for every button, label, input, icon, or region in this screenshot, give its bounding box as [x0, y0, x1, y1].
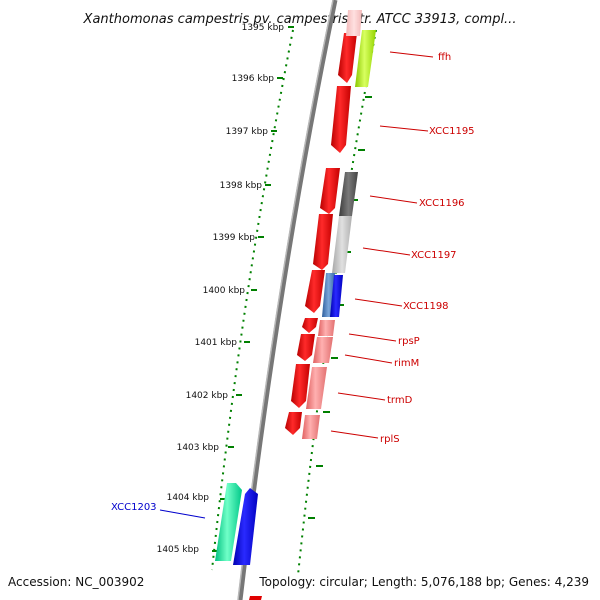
gene-xcc1204-arrow[interactable]: [233, 488, 258, 565]
ruler-label: 1400 kbp: [203, 286, 246, 296]
rplS-feature[interactable]: [302, 415, 320, 439]
gene-ffh-arrow[interactable]: [338, 33, 357, 83]
gene-trmD-arrow[interactable]: [291, 364, 310, 408]
ruler-label: 1397 kbp: [226, 127, 269, 137]
gene-rpsP-arrow[interactable]: [302, 318, 318, 333]
gene-xcc1196-arrow[interactable]: [320, 168, 340, 214]
xcc1196-feature-dark[interactable]: [339, 172, 358, 216]
ruler-labels: 1395 kbp 1396 kbp 1397 kbp 1398 kbp 1399…: [157, 23, 285, 555]
summary-text: Topology: circular; Length: 5,076,188 bp…: [258, 575, 589, 589]
rpsP-feature[interactable]: [318, 320, 335, 336]
gene-label-rplS[interactable]: rplS: [380, 434, 400, 445]
ruler-label: 1398 kbp: [220, 181, 263, 191]
gene-xcc1203-arrow[interactable]: [215, 483, 242, 561]
ruler-label: 1395 kbp: [242, 23, 285, 33]
partial-feature-bottom[interactable]: [249, 596, 262, 600]
xcc1198-feature-blue[interactable]: [330, 275, 343, 317]
forward-lane-1-genes: [285, 33, 357, 435]
gene-xcc1197-arrow[interactable]: [313, 214, 333, 270]
gene-xcc1198-arrow[interactable]: [305, 270, 325, 313]
gene-label-rpsP[interactable]: rpsP: [398, 336, 420, 347]
ruler-label: 1405 kbp: [157, 545, 200, 555]
map-title: Xanthomonas campestris pv. campestris st…: [83, 12, 517, 27]
gene-label-rimM[interactable]: rimM: [394, 358, 419, 369]
gene-label-xcc1197[interactable]: XCC1197: [411, 250, 457, 261]
gene-rplS-arrow[interactable]: [285, 412, 302, 435]
gene-label-ffh[interactable]: ffh: [438, 52, 451, 63]
gene-label-xcc1198[interactable]: XCC1198: [403, 301, 449, 312]
ruler-label: 1396 kbp: [232, 74, 275, 84]
trmD-feature[interactable]: [306, 367, 327, 409]
ruler-label: 1399 kbp: [213, 233, 256, 243]
gene-labels: ffh XCC1195 XCC1196 XCC1197 XCC1198 rpsP…: [111, 52, 475, 513]
ffh-feature-light[interactable]: [346, 10, 362, 36]
xcc1197-feature-gray[interactable]: [332, 216, 352, 273]
gene-label-xcc1195[interactable]: XCC1195: [429, 126, 475, 137]
ruler-label: 1403 kbp: [177, 443, 220, 453]
gene-xcc1195-arrow[interactable]: [331, 86, 351, 153]
gene-label-xcc1203[interactable]: XCC1203: [111, 502, 157, 513]
gene-label-xcc1196[interactable]: XCC1196: [419, 198, 465, 209]
gene-label-trmD[interactable]: trmD: [387, 395, 413, 406]
reverse-lane-genes: [215, 483, 262, 600]
rimM-feature[interactable]: [313, 337, 333, 363]
accession-text: Accession: NC_003902: [8, 575, 144, 589]
forward-lane-2-features: [302, 10, 376, 439]
ruler-label: 1402 kbp: [186, 391, 229, 401]
ruler-label: 1401 kbp: [195, 338, 238, 348]
gene-rimM-arrow[interactable]: [297, 334, 315, 361]
ruler-label: 1404 kbp: [167, 493, 210, 503]
ffh-feature-lime[interactable]: [355, 30, 376, 87]
label-connectors: [159, 51, 434, 519]
